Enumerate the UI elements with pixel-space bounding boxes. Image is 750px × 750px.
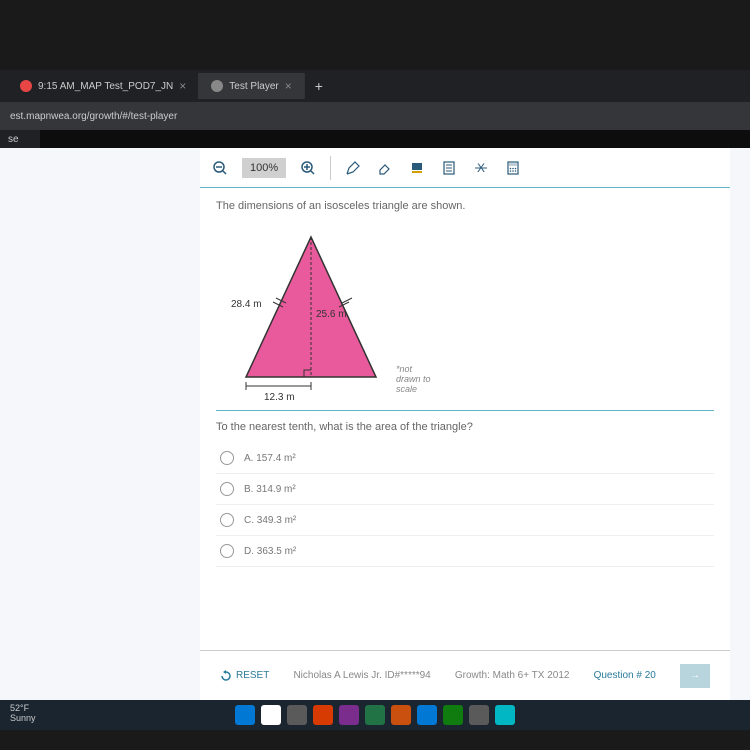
close-icon[interactable]: × — [285, 79, 292, 93]
zoom-level: 100% — [242, 158, 286, 178]
divider — [330, 156, 331, 180]
search-icon[interactable] — [261, 705, 281, 725]
pencil-icon[interactable] — [343, 158, 363, 178]
app-icon[interactable] — [417, 705, 437, 725]
tab-test-player[interactable]: Test Player × — [199, 73, 304, 99]
divider — [216, 410, 714, 411]
height-label: 25.6 m — [316, 309, 347, 320]
side-label: 28.4 m — [231, 299, 262, 310]
app-icon[interactable] — [391, 705, 411, 725]
reset-button[interactable]: RESET — [220, 670, 269, 682]
close-icon[interactable]: × — [179, 79, 186, 93]
new-tab-button[interactable]: + — [305, 78, 333, 94]
pause-button[interactable]: se — [0, 130, 40, 149]
answer-label: D. 363.5 m² — [244, 546, 296, 557]
eraser-icon[interactable] — [375, 158, 395, 178]
weather-widget[interactable]: 52°F Sunny — [10, 704, 36, 724]
radio-icon[interactable] — [220, 513, 234, 527]
answer-option-b[interactable]: B. 314.9 m² — [216, 474, 714, 505]
radio-icon[interactable] — [220, 451, 234, 465]
footer: RESET Nicholas A Lewis Jr. ID#*****94 Gr… — [200, 650, 730, 700]
answer-option-a[interactable]: A. 157.4 m² — [216, 443, 714, 474]
toolbar: 100% X — [200, 148, 730, 188]
test-name: Growth: Math 6+ TX 2012 — [455, 670, 570, 681]
app-icon[interactable] — [495, 705, 515, 725]
browser-tabs: 9:15 AM_MAP Test_POD7_JN × Test Player ×… — [0, 70, 750, 102]
strikeout-icon[interactable]: X — [471, 158, 491, 178]
app-icon[interactable] — [443, 705, 463, 725]
answer-option-c[interactable]: C. 349.3 m² — [216, 505, 714, 536]
app-icon[interactable] — [365, 705, 385, 725]
question-number: Question # 20 — [594, 670, 656, 681]
task-view-icon[interactable] — [287, 705, 307, 725]
radio-icon[interactable] — [220, 482, 234, 496]
tab-title: Test Player — [229, 81, 278, 92]
question-body: The dimensions of an isosceles triangle … — [200, 188, 730, 579]
tab-favicon-icon — [211, 80, 223, 92]
base-label: 12.3 m — [264, 392, 295, 402]
calculator-icon[interactable] — [503, 158, 523, 178]
question-prompt: To the nearest tenth, what is the area o… — [216, 421, 714, 433]
windows-icon[interactable] — [235, 705, 255, 725]
app-icon[interactable] — [339, 705, 359, 725]
reset-icon — [220, 670, 232, 682]
tab-favicon-icon — [20, 80, 32, 92]
scale-note: *not drawn to scale — [396, 364, 436, 394]
highlighter-icon[interactable] — [407, 158, 427, 178]
radio-icon[interactable] — [220, 544, 234, 558]
tab-map-test[interactable]: 9:15 AM_MAP Test_POD7_JN × — [8, 73, 199, 99]
answer-label: B. 314.9 m² — [244, 484, 296, 495]
question-panel: 100% X The dimensions of an isosceles tr… — [200, 148, 730, 700]
taskbar: 52°F Sunny — [0, 700, 750, 730]
url-text: est.mapnwea.org/growth/#/test-player — [10, 111, 177, 122]
zoom-in-icon[interactable] — [298, 158, 318, 178]
zoom-out-icon[interactable] — [210, 158, 230, 178]
tab-title: 9:15 AM_MAP Test_POD7_JN — [38, 81, 173, 92]
triangle-figure: 28.4 m 25.6 m 12.3 m *not drawn to scale — [216, 222, 436, 402]
app-icon[interactable] — [313, 705, 333, 725]
address-bar[interactable]: est.mapnwea.org/growth/#/test-player — [0, 102, 750, 130]
next-button[interactable]: → — [680, 664, 710, 688]
app-icon[interactable] — [469, 705, 489, 725]
answer-label: C. 349.3 m² — [244, 515, 296, 526]
answer-option-d[interactable]: D. 363.5 m² — [216, 536, 714, 567]
notepad-icon[interactable] — [439, 158, 459, 178]
answer-label: A. 157.4 m² — [244, 453, 296, 464]
student-name: Nicholas A Lewis Jr. ID#*****94 — [293, 670, 430, 681]
content-area: 100% X The dimensions of an isosceles tr… — [0, 148, 750, 700]
question-intro: The dimensions of an isosceles triangle … — [216, 200, 714, 212]
